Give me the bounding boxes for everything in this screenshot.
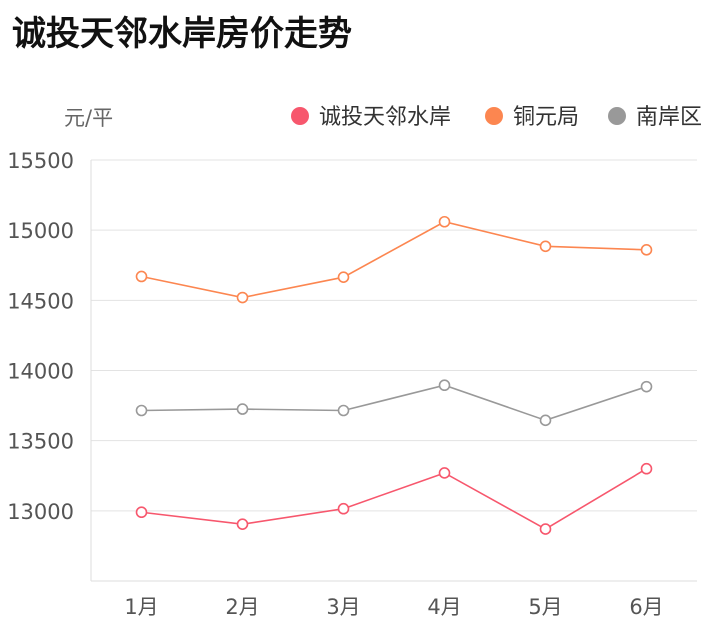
y-tick-label: 15000: [7, 219, 74, 243]
legend-label: 诚投天邻水岸: [319, 105, 451, 130]
data-point: [135, 506, 148, 519]
y-tick-label: 13000: [7, 500, 74, 524]
x-tick-label: 3月: [326, 595, 360, 619]
x-tick-label: 1月: [124, 595, 158, 619]
data-point: [135, 404, 148, 417]
data-point: [236, 403, 249, 415]
y-tick-label: 15500: [7, 149, 74, 173]
data-point: [135, 270, 148, 283]
data-point: [438, 215, 451, 228]
data-point: [640, 462, 653, 475]
data-point: [236, 518, 249, 530]
data-point: [438, 467, 451, 479]
series-line: [141, 220, 647, 299]
legend-marker: [608, 107, 626, 125]
data-point: [539, 523, 552, 535]
legend-marker: [485, 107, 503, 125]
x-tick-label: 2月: [225, 595, 259, 619]
y-tick-label: 14000: [7, 360, 74, 384]
data-point: [438, 379, 451, 392]
data-point: [640, 380, 653, 393]
legend-label: 南岸区: [636, 105, 702, 130]
x-tick-label: 4月: [427, 595, 461, 619]
data-point: [236, 291, 249, 304]
series-line: [141, 468, 647, 530]
data-point: [539, 240, 552, 253]
data-point: [539, 414, 552, 427]
data-point: [337, 271, 350, 283]
x-tick-label: 5月: [528, 595, 562, 619]
chart-title: 诚投天邻水岸房价走势: [12, 14, 352, 54]
legend-label: 铜元局: [513, 105, 579, 130]
series-line: [141, 384, 647, 422]
data-point: [337, 502, 350, 515]
x-tick-label: 6月: [629, 595, 663, 619]
y-tick-label: 14500: [7, 289, 74, 313]
data-point: [337, 404, 350, 417]
data-point: [640, 244, 653, 256]
y-tick-label: 13500: [7, 430, 74, 454]
legend-marker: [291, 107, 309, 125]
y-axis-label: 元/平: [64, 106, 113, 130]
